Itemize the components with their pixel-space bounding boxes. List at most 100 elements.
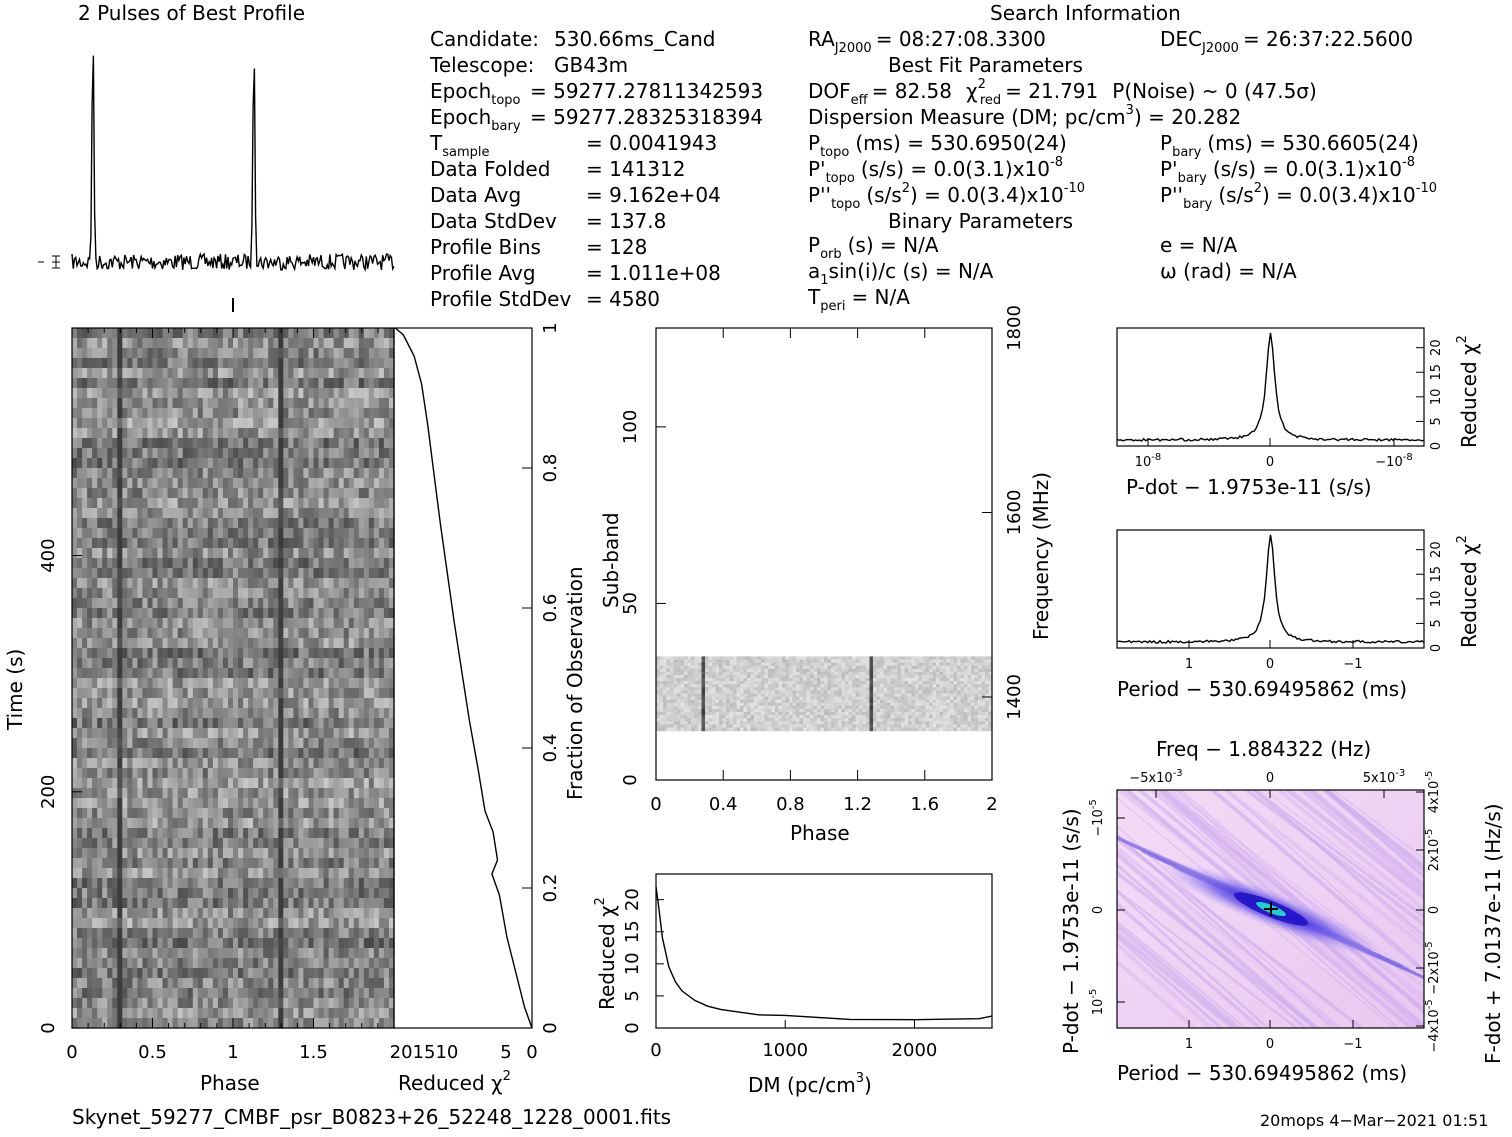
tp-cell <box>97 708 103 719</box>
tp-cell <box>188 358 194 369</box>
tp-cell <box>203 698 209 709</box>
tp-cell <box>218 458 224 469</box>
tp-cell <box>72 718 78 729</box>
tp-cell <box>293 858 299 869</box>
tp-cell <box>203 648 209 659</box>
tp-cell <box>193 1008 199 1019</box>
binary-title: Binary Parameters <box>888 209 1073 233</box>
tp-cell <box>344 748 350 759</box>
tp-cell <box>82 708 88 719</box>
tp-cell <box>173 728 179 739</box>
tp-cell <box>198 628 204 639</box>
tp-cell <box>178 438 184 449</box>
tp-cell <box>158 918 164 929</box>
tp-cell <box>127 888 133 899</box>
tp-cell <box>72 798 78 809</box>
tp-cell <box>122 528 128 539</box>
tp-cell <box>72 708 78 719</box>
tp-cell <box>349 1018 355 1029</box>
tp-cell <box>77 728 83 739</box>
tp-cell <box>117 428 123 439</box>
tp-cell <box>324 878 330 889</box>
tp-cell <box>293 368 299 379</box>
tp-cell <box>278 638 284 649</box>
tp-cell <box>122 648 128 659</box>
tp-cell <box>122 508 128 519</box>
tp-cell <box>72 618 78 629</box>
tp-xtick-label: 0.5 <box>138 1042 167 1063</box>
tp-cell <box>127 868 133 879</box>
tp-cell <box>258 698 264 709</box>
tp-cell <box>163 348 169 359</box>
tp-cell <box>228 828 234 839</box>
tp-cell <box>122 758 128 769</box>
tp-cell <box>238 728 244 739</box>
tp-cell <box>384 878 390 889</box>
tp-cell <box>148 998 154 1009</box>
tp-cell <box>208 1008 214 1019</box>
tp-cell <box>329 828 335 839</box>
tp-cell <box>339 488 345 499</box>
tp-cell <box>319 428 325 439</box>
tp-cell <box>344 778 350 789</box>
tp-cell <box>288 748 294 759</box>
tp-cell <box>193 988 199 999</box>
tp-cell <box>198 828 204 839</box>
tp-cell <box>309 358 315 369</box>
tp-cell <box>253 598 259 609</box>
tp-cell <box>193 968 199 979</box>
tp-cell <box>107 328 113 339</box>
tp-cell <box>223 998 229 1009</box>
tp-cell <box>102 398 108 409</box>
tp-cell <box>243 478 249 489</box>
tp-cell <box>324 898 330 909</box>
info-row-9: Profile Avg <box>430 261 536 285</box>
tp-cell <box>374 788 380 799</box>
tp-cell <box>198 358 204 369</box>
tp-cell <box>72 938 78 949</box>
tp-cell <box>369 518 375 529</box>
tp-cell <box>112 738 118 749</box>
tp-cell <box>208 588 214 599</box>
tp-cell <box>188 848 194 859</box>
tp-cell <box>158 508 164 519</box>
tp-cell <box>283 988 289 999</box>
tp-cell <box>228 888 234 899</box>
tp-cell <box>132 888 138 899</box>
tp-cell <box>173 948 179 959</box>
tp-cell <box>148 538 154 549</box>
tp-cell <box>168 748 174 759</box>
tp-cell <box>107 458 113 469</box>
tp-cell <box>193 928 199 939</box>
tp-cell <box>268 958 274 969</box>
tp-cell <box>127 1008 133 1019</box>
tp-cell <box>334 668 340 679</box>
tp-cell <box>203 408 209 419</box>
tp-cell <box>374 728 380 739</box>
tp-cell <box>359 738 365 749</box>
tp-cell <box>142 748 148 759</box>
tp-cell <box>107 908 113 919</box>
tp-cell <box>243 1018 249 1029</box>
tp-cell <box>233 578 239 589</box>
tp-cell <box>324 448 330 459</box>
tp-cell <box>339 848 345 859</box>
tp-cell <box>283 978 289 989</box>
tp-cell <box>208 788 214 799</box>
tp-cell <box>163 548 169 559</box>
tp-cell <box>278 628 284 639</box>
tp-cell <box>163 898 169 909</box>
tp-cell <box>303 778 309 789</box>
tp-cell <box>339 558 345 569</box>
tp-cell <box>253 878 259 889</box>
tp-cell <box>137 778 143 789</box>
tp-cell <box>288 908 294 919</box>
tp-cell <box>148 658 154 669</box>
tp-cell <box>319 568 325 579</box>
tp-cell <box>359 848 365 859</box>
tp-cell <box>223 878 229 889</box>
tp-cell <box>148 958 154 969</box>
tp-cell <box>248 688 254 699</box>
tp-cell <box>82 788 88 799</box>
tp-cell <box>127 668 133 679</box>
